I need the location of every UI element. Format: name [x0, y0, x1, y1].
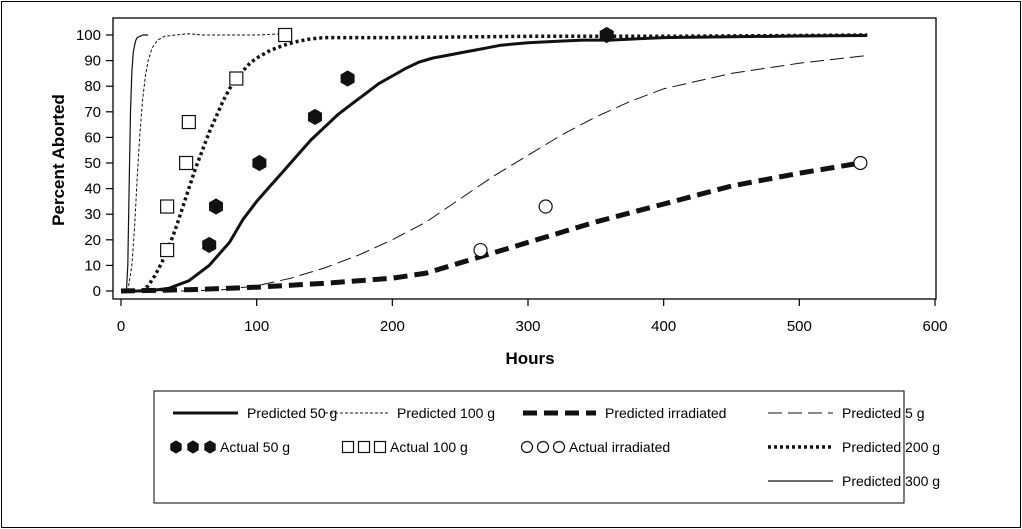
legend-item-predicted-5-g: Predicted 5 g [768, 405, 925, 421]
legend-label: Predicted 5 g [842, 405, 925, 421]
y-axis: 0 10 20 30 40 50 60 70 80 90 100 [76, 27, 113, 300]
y-tick-label: 80 [84, 78, 101, 95]
legend: Predicted 50 g Predicted 100 g Predicted i… [153, 390, 940, 504]
series-layer [120, 26, 868, 294]
y-axis-title: Percent Aborted [49, 94, 68, 226]
x-tick-label: 0 [117, 318, 125, 335]
legend-swatch-marker [373, 440, 387, 454]
y-tick-label: 50 [84, 155, 101, 172]
x-tick-label: 500 [787, 318, 812, 335]
data-point-actual-50-g [308, 108, 322, 125]
legend-label: Actual irradiated [569, 439, 670, 455]
data-point-actual-100-g [160, 199, 175, 214]
data-point-actual-100-g [160, 242, 175, 258]
x-axis: 0 100 200 300 400 500 600 [117, 299, 948, 335]
legend-item-predicted-300-g: Predicted 300 g [768, 473, 940, 489]
legend-swatch-marker [170, 440, 182, 454]
data-point-actual-50-g [599, 26, 614, 44]
x-tick-label: 600 [922, 318, 947, 335]
data-point-actual-100-g [278, 27, 293, 43]
series-line-predicted-5-g [121, 55, 868, 292]
series-predicted-5-g [121, 55, 868, 292]
legend-label: Actual 50 g [220, 439, 290, 455]
legend-label: Predicted 100 g [397, 405, 495, 421]
series-line-predicted-50-g [121, 34, 868, 293]
legend-swatch-marker [520, 440, 534, 454]
y-tick-label: 90 [84, 53, 101, 70]
series-actual-irradiated [473, 155, 868, 258]
y-tick-label: 0 [93, 283, 101, 300]
series-predicted-300-g [121, 34, 149, 292]
legend-swatch-marker [552, 440, 566, 454]
series-predicted-50-g [121, 34, 868, 293]
legend-label: Predicted 300 g [842, 473, 940, 489]
legend-item-actual-irradiated: Actual irradiated [520, 439, 670, 455]
legend-label: Predicted 200 g [842, 439, 940, 455]
legend-swatch-marker [536, 440, 550, 454]
legend-swatch-marker [341, 440, 355, 454]
legend-swatch-marker [357, 440, 371, 454]
data-point-actual-100-g [179, 155, 194, 171]
legend-swatch-marker [187, 440, 199, 454]
legend-item-actual-50-g: Actual 50 g [170, 439, 290, 455]
y-tick-label: 40 [84, 181, 101, 198]
legend-item-predicted-irradiated: Predicted irradiated [523, 405, 726, 421]
legend-item-actual-100-g: Actual 100 g [341, 439, 468, 455]
legend-label: Predicted 50 g [247, 405, 337, 421]
series-line-predicted-300-g [121, 34, 149, 292]
series-actual-50-g [202, 26, 614, 253]
data-point-actual-50-g [202, 236, 217, 253]
x-tick-label: 400 [651, 318, 676, 335]
data-point-actual-50-g [252, 154, 267, 172]
data-point-actual-50-g [340, 70, 355, 87]
data-point-actual-irradiated [538, 199, 553, 214]
y-tick-label: 10 [84, 257, 101, 274]
x-tick-label: 200 [380, 318, 405, 335]
y-tick-label: 30 [84, 206, 101, 223]
data-point-actual-50-g [209, 198, 223, 215]
data-point-actual-100-g [229, 71, 244, 86]
y-tick-label: 100 [76, 27, 101, 44]
legend-label: Actual 100 g [390, 439, 468, 455]
series-predicted-irradiated [120, 160, 861, 294]
series-actual-100-g [160, 27, 293, 258]
data-point-actual-irradiated [853, 155, 868, 171]
legend-item-predicted-100-g: Predicted 100 g [325, 405, 495, 421]
y-tick-label: 70 [84, 104, 101, 121]
y-tick-label: 60 [84, 129, 101, 146]
legend-item-predicted-50-g: Predicted 50 g [173, 405, 337, 421]
series-line-predicted-irradiated [120, 160, 861, 294]
legend-item-predicted-200-g: Predicted 200 g [768, 439, 940, 455]
legend-label: Predicted irradiated [605, 405, 726, 421]
x-axis-title: Hours [505, 349, 554, 368]
x-tick-label: 300 [515, 318, 540, 335]
y-tick-label: 20 [84, 232, 101, 249]
plot-frame [112, 17, 937, 300]
data-point-actual-100-g [181, 114, 196, 130]
legend-swatch-marker [204, 440, 216, 454]
data-point-actual-irradiated [473, 242, 488, 258]
x-tick-label: 100 [244, 318, 269, 335]
